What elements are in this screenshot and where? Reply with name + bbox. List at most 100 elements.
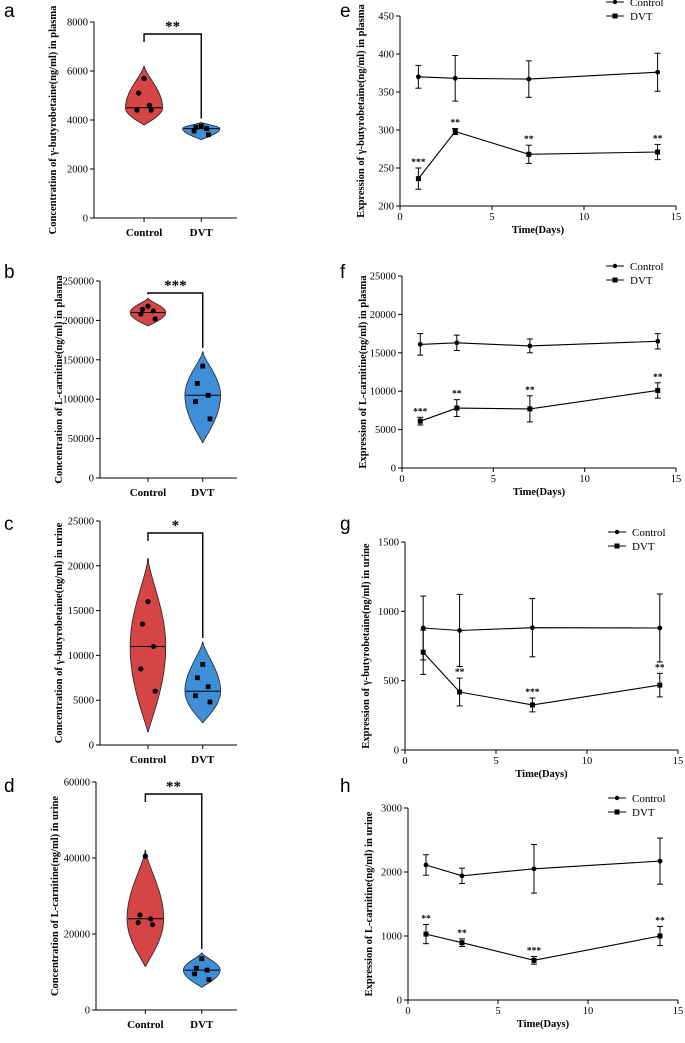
x-tick-label: 0	[402, 756, 407, 767]
series-line-dvt	[425, 933, 661, 961]
x-tick-label: 5	[493, 756, 498, 767]
category-label: Control	[126, 227, 162, 239]
data-point	[655, 387, 661, 393]
data-point	[207, 699, 213, 705]
significance-stars: ***	[164, 278, 187, 294]
y-tick-label: 8000	[67, 18, 88, 29]
data-point	[139, 306, 146, 312]
y-tick-label: 200	[378, 202, 394, 213]
series-line-control	[420, 340, 658, 347]
x-axis-label: Time(Days)	[515, 769, 568, 780]
y-axis-label: Expression of γ-butyrobetaine(ng/ml) in …	[361, 543, 372, 749]
y-tick-label: 5000	[73, 696, 94, 707]
y-tick-label: 20000	[68, 561, 94, 572]
category-label: Control	[127, 1019, 163, 1031]
data-point	[145, 303, 151, 309]
data-point	[423, 862, 429, 868]
panel-g: 0 500 1000 1500 0 5 10 15 Time(Days) Expression o…	[361, 527, 683, 780]
y-tick-label: 0	[89, 474, 94, 485]
legend-label-control: Control	[632, 793, 666, 805]
series-line-control	[418, 71, 658, 80]
data-point	[417, 341, 423, 347]
data-point	[457, 628, 462, 633]
data-point	[657, 625, 663, 631]
y-tick-label: 3000	[381, 804, 402, 815]
category-label: DVT	[191, 487, 215, 499]
x-tick-label: 5	[489, 212, 494, 223]
x-tick-label: 15	[673, 756, 684, 767]
significance-stars: *	[172, 518, 180, 534]
data-point	[657, 933, 663, 939]
y-tick-label: 400	[378, 50, 394, 61]
data-point	[420, 649, 426, 655]
data-point	[529, 702, 535, 708]
x-tick-label: 15	[671, 474, 682, 485]
data-point	[150, 308, 156, 314]
data-point	[655, 149, 661, 155]
significance-stars: **	[653, 373, 663, 383]
data-point	[657, 682, 663, 688]
legend-marker	[614, 809, 620, 815]
data-point	[206, 977, 212, 982]
series-line-dvt	[420, 389, 658, 422]
y-tick-label: 1000	[378, 607, 399, 618]
x-tick-label: 0	[405, 1006, 410, 1017]
violin-dvt	[184, 641, 222, 723]
data-point	[531, 866, 537, 872]
panel-letter-c: c	[4, 514, 14, 535]
data-point	[134, 107, 140, 113]
data-point	[531, 957, 537, 963]
significance-stars: **	[455, 668, 465, 678]
data-point	[206, 132, 211, 138]
panel-b: 0 50000 100000 150000 200000 250000Concentrat…	[54, 275, 237, 499]
significance-stars: ***	[413, 407, 428, 417]
y-tick-label: 100000	[63, 395, 95, 406]
series-line-dvt	[422, 651, 660, 706]
data-point	[150, 643, 156, 650]
data-point	[459, 873, 465, 879]
data-point	[204, 967, 210, 973]
panel-h: 0 1000 2000 3000 0 5 10 15 Time(Days) Expression …	[364, 793, 683, 1030]
legend-label-control: Control	[630, 261, 664, 273]
data-point	[530, 625, 535, 631]
significance-stars: **	[655, 663, 665, 673]
significance-stars: **	[421, 914, 431, 924]
significance-stars: **	[653, 134, 663, 144]
data-point	[657, 858, 663, 864]
data-point	[454, 340, 460, 346]
panel-letter-b: b	[4, 262, 15, 283]
y-tick-label: 10000	[68, 651, 94, 662]
significance-bracket	[143, 33, 202, 119]
y-tick-label: 40000	[64, 854, 90, 865]
data-point	[138, 666, 144, 672]
y-tick-label: 250000	[63, 277, 95, 288]
panel-letter-d: d	[4, 776, 15, 797]
data-point	[452, 129, 458, 135]
data-point	[135, 920, 141, 926]
significance-bracket	[144, 793, 203, 949]
data-point	[148, 107, 154, 113]
data-point	[200, 661, 206, 667]
y-tick-label: 500	[383, 676, 399, 687]
data-point	[417, 418, 423, 424]
data-point	[459, 940, 465, 946]
significance-stars: **	[452, 390, 462, 400]
x-tick-label: 10	[582, 756, 593, 767]
data-point	[527, 406, 533, 412]
data-point	[136, 90, 142, 96]
category-label: DVT	[190, 227, 214, 239]
y-tick-label: 250	[378, 164, 394, 175]
significance-bracket	[147, 532, 204, 638]
y-tick-label: 6000	[67, 67, 88, 78]
panel-e: 200 250 300 350 400 450 0 5 10 15 Time(Days) Expres…	[356, 0, 681, 236]
significance-stars: **	[524, 135, 534, 145]
y-tick-label: 25000	[370, 272, 396, 283]
y-tick-label: 50000	[68, 434, 94, 445]
y-tick-label: 450	[378, 12, 394, 23]
panel-f: 0 5000 10000 15000 20000 25000 0 5 10 15 Time(Days…	[358, 261, 681, 498]
y-tick-label: 60000	[64, 778, 90, 789]
x-tick-label: 0	[397, 212, 402, 223]
x-tick-label: 5	[491, 474, 496, 485]
panel-letter-h: h	[340, 776, 351, 797]
